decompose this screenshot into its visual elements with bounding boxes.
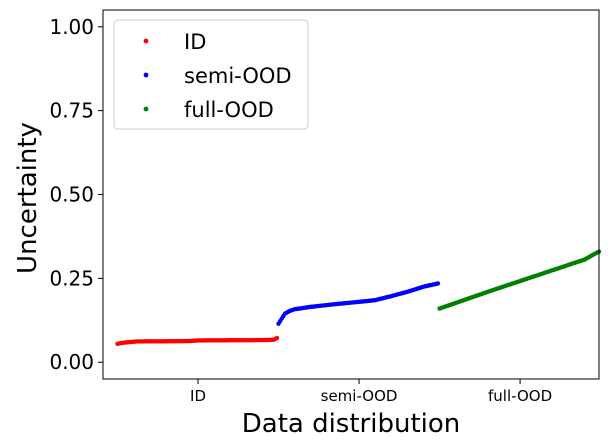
legend-label: ID — [184, 30, 206, 54]
legend-box — [113, 19, 309, 130]
y-tick-label: 0.00 — [49, 350, 94, 374]
x-tick-label: ID — [190, 387, 206, 405]
legend-marker — [143, 72, 149, 78]
legend: ID semi-OOD full-OOD — [113, 19, 309, 130]
y-tick-label: 0.75 — [49, 99, 94, 123]
x-axis-label: Data distribution — [242, 409, 461, 439]
legend-label: semi-OOD — [184, 64, 292, 88]
data-points — [115, 249, 602, 346]
x-axis-ticks: ID semi-OOD full-OOD — [190, 379, 552, 405]
data-point-id — [274, 335, 280, 341]
y-tick-label: 0.50 — [49, 183, 94, 207]
x-tick-label: full-OOD — [488, 387, 552, 405]
x-tick-label: semi-OOD — [321, 387, 398, 405]
legend-marker — [143, 106, 149, 112]
legend-marker — [143, 38, 149, 44]
data-point-semi-ood — [435, 281, 441, 286]
y-tick-label: 1.00 — [49, 15, 94, 39]
legend-label: full-OOD — [184, 98, 274, 122]
y-axis-label: Uncertainty — [13, 122, 43, 274]
y-tick-label: 0.25 — [49, 266, 94, 290]
y-axis-ticks: 0.00 0.25 0.50 0.75 1.00 — [49, 15, 103, 374]
